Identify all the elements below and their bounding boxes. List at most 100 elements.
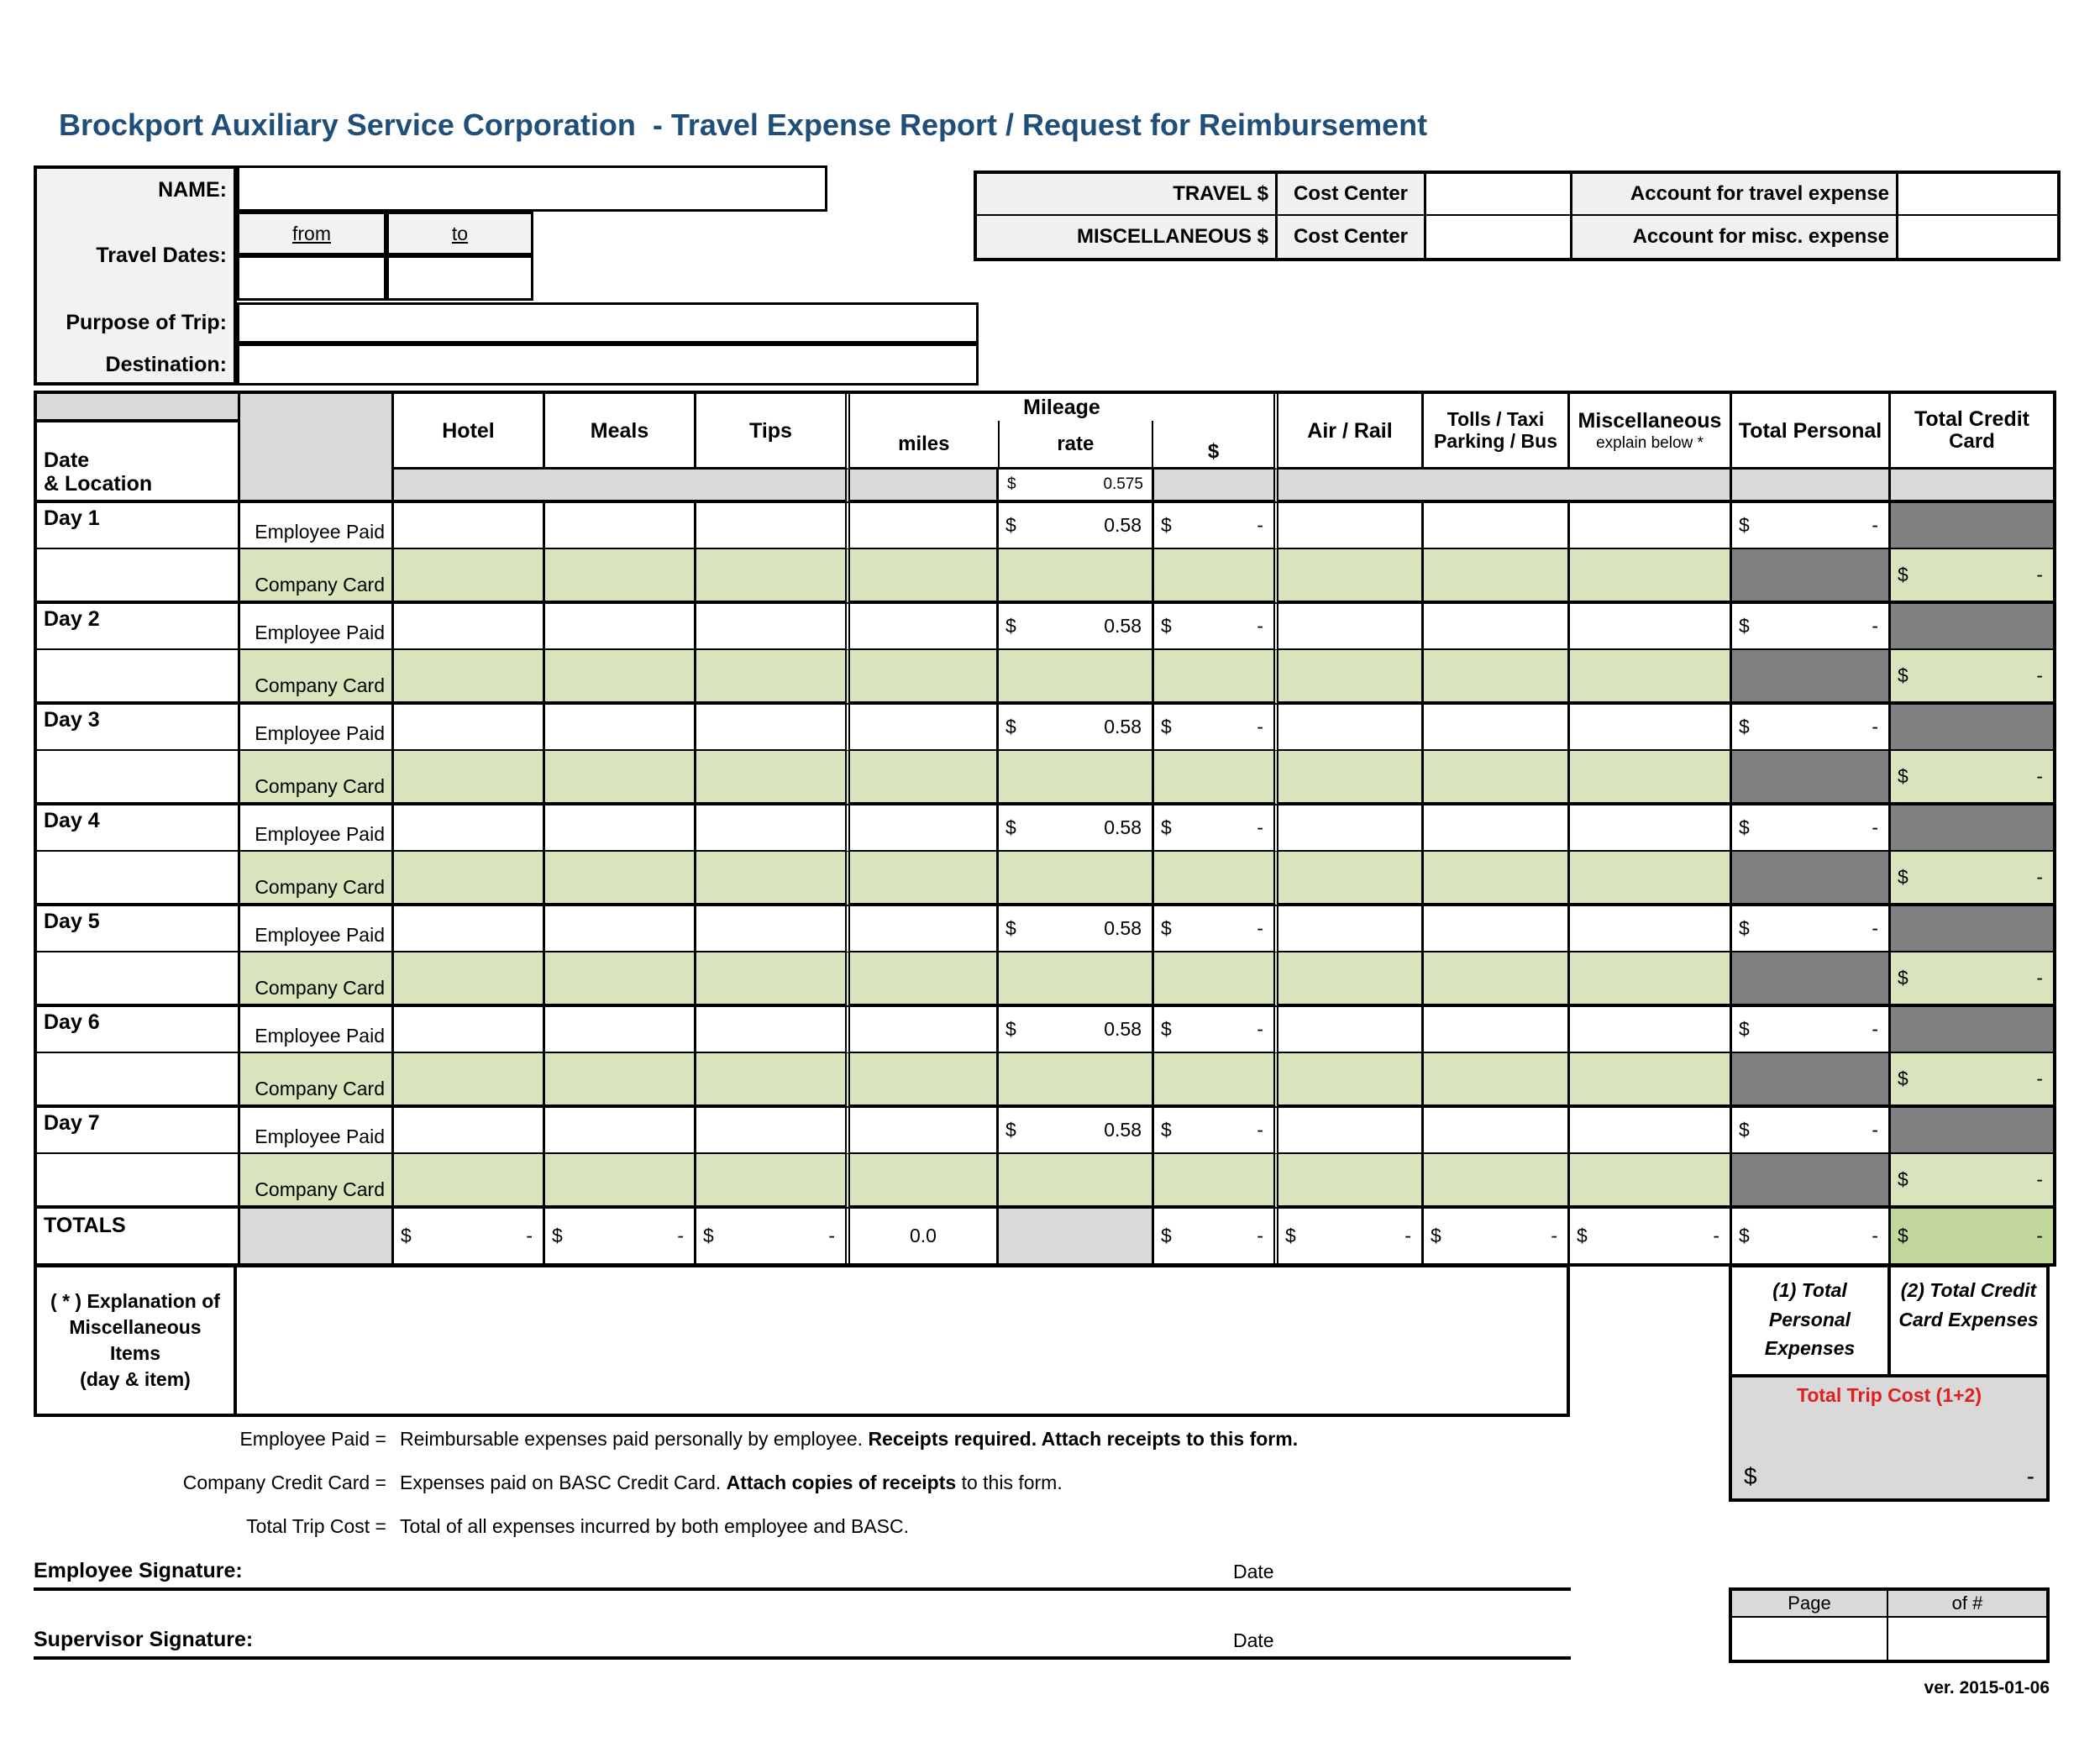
tips-input-employee[interactable] <box>696 1108 850 1154</box>
tolls-input-employee[interactable] <box>1424 503 1570 549</box>
tolls-input-company[interactable] <box>1424 852 1570 906</box>
hotel-input-company[interactable] <box>394 549 545 604</box>
hotel-input-employee[interactable] <box>394 805 545 852</box>
tolls-input-company[interactable] <box>1424 751 1570 805</box>
hotel-input-employee[interactable] <box>394 503 545 549</box>
tips-input-employee[interactable] <box>696 604 850 650</box>
tolls-input-company[interactable] <box>1424 1154 1570 1209</box>
tolls-input-employee[interactable] <box>1424 604 1570 650</box>
tolls-input-company[interactable] <box>1424 549 1570 604</box>
hotel-input-company[interactable] <box>394 650 545 705</box>
air-rail-input-company[interactable] <box>1278 952 1424 1007</box>
air-rail-input-employee[interactable] <box>1278 1007 1424 1053</box>
meals-input-employee[interactable] <box>545 705 696 751</box>
travel-cost-center-input[interactable] <box>1426 174 1572 216</box>
misc-input-company[interactable] <box>1570 1154 1732 1209</box>
air-rail-input-company[interactable] <box>1278 549 1424 604</box>
hotel-input-employee[interactable] <box>394 1108 545 1154</box>
meals-input-employee[interactable] <box>545 604 696 650</box>
tolls-input-company[interactable] <box>1424 952 1570 1007</box>
tolls-input-employee[interactable] <box>1424 906 1570 952</box>
misc-input-company[interactable] <box>1570 650 1732 705</box>
day-location-input[interactable] <box>37 751 240 805</box>
misc-input-employee[interactable] <box>1570 906 1732 952</box>
air-rail-input-employee[interactable] <box>1278 503 1424 549</box>
air-rail-input-employee[interactable] <box>1278 705 1424 751</box>
to-date-input[interactable] <box>386 255 533 301</box>
from-date-input[interactable] <box>237 255 386 301</box>
miles-input-employee[interactable] <box>850 906 999 952</box>
tips-input-company[interactable] <box>696 751 850 805</box>
miles-input-employee[interactable] <box>850 604 999 650</box>
page-number-input[interactable] <box>1732 1618 1888 1660</box>
day-location-input[interactable] <box>37 650 240 705</box>
tips-input-employee[interactable] <box>696 705 850 751</box>
supervisor-signature-line[interactable] <box>34 1656 1571 1660</box>
air-rail-input-company[interactable] <box>1278 852 1424 906</box>
misc-input-employee[interactable] <box>1570 604 1732 650</box>
misc-input-employee[interactable] <box>1570 1108 1732 1154</box>
miles-input-employee[interactable] <box>850 705 999 751</box>
tolls-input-employee[interactable] <box>1424 1007 1570 1053</box>
miles-input-employee[interactable] <box>850 1007 999 1053</box>
page-total-input[interactable] <box>1888 1618 2046 1660</box>
meals-input-company[interactable] <box>545 1154 696 1209</box>
employee-signature-line[interactable] <box>34 1587 1571 1591</box>
miles-input-employee[interactable] <box>850 503 999 549</box>
tips-input-company[interactable] <box>696 650 850 705</box>
air-rail-input-employee[interactable] <box>1278 604 1424 650</box>
air-rail-input-company[interactable] <box>1278 1053 1424 1108</box>
air-rail-input-employee[interactable] <box>1278 1108 1424 1154</box>
tolls-input-company[interactable] <box>1424 1053 1570 1108</box>
meals-input-employee[interactable] <box>545 906 696 952</box>
miles-input-company[interactable] <box>850 952 999 1007</box>
tolls-input-employee[interactable] <box>1424 805 1570 852</box>
air-rail-input-company[interactable] <box>1278 751 1424 805</box>
meals-input-company[interactable] <box>545 952 696 1007</box>
hotel-input-company[interactable] <box>394 1053 545 1108</box>
miles-input-company[interactable] <box>850 549 999 604</box>
tolls-input-company[interactable] <box>1424 650 1570 705</box>
misc-explanation-input[interactable] <box>234 1264 1570 1417</box>
miles-input-company[interactable] <box>850 1154 999 1209</box>
tips-input-company[interactable] <box>696 1154 850 1209</box>
purpose-input[interactable] <box>237 302 979 344</box>
miles-input-company[interactable] <box>850 852 999 906</box>
meals-input-company[interactable] <box>545 751 696 805</box>
miles-input-employee[interactable] <box>850 1108 999 1154</box>
misc-input-employee[interactable] <box>1570 503 1732 549</box>
hotel-input-employee[interactable] <box>394 1007 545 1053</box>
meals-input-employee[interactable] <box>545 805 696 852</box>
misc-account-input[interactable] <box>1898 216 2057 258</box>
misc-input-company[interactable] <box>1570 549 1732 604</box>
meals-input-employee[interactable] <box>545 1007 696 1053</box>
misc-input-employee[interactable] <box>1570 1007 1732 1053</box>
meals-input-company[interactable] <box>545 650 696 705</box>
air-rail-input-company[interactable] <box>1278 650 1424 705</box>
tips-input-employee[interactable] <box>696 906 850 952</box>
misc-input-employee[interactable] <box>1570 705 1732 751</box>
hotel-input-employee[interactable] <box>394 705 545 751</box>
tips-input-employee[interactable] <box>696 805 850 852</box>
tips-input-employee[interactable] <box>696 503 850 549</box>
tips-input-employee[interactable] <box>696 1007 850 1053</box>
misc-input-company[interactable] <box>1570 852 1732 906</box>
hotel-input-company[interactable] <box>394 1154 545 1209</box>
misc-input-company[interactable] <box>1570 952 1732 1007</box>
day-location-input[interactable] <box>37 952 240 1007</box>
destination-input[interactable] <box>237 344 979 386</box>
day-location-input[interactable] <box>37 1154 240 1209</box>
air-rail-input-company[interactable] <box>1278 1154 1424 1209</box>
air-rail-input-employee[interactable] <box>1278 805 1424 852</box>
hotel-input-employee[interactable] <box>394 604 545 650</box>
hotel-input-company[interactable] <box>394 952 545 1007</box>
meals-input-company[interactable] <box>545 549 696 604</box>
travel-account-input[interactable] <box>1898 174 2057 216</box>
air-rail-input-employee[interactable] <box>1278 906 1424 952</box>
tips-input-company[interactable] <box>696 952 850 1007</box>
miles-input-company[interactable] <box>850 650 999 705</box>
miles-input-employee[interactable] <box>850 805 999 852</box>
hotel-input-company[interactable] <box>394 751 545 805</box>
day-location-input[interactable] <box>37 549 240 604</box>
misc-input-company[interactable] <box>1570 1053 1732 1108</box>
